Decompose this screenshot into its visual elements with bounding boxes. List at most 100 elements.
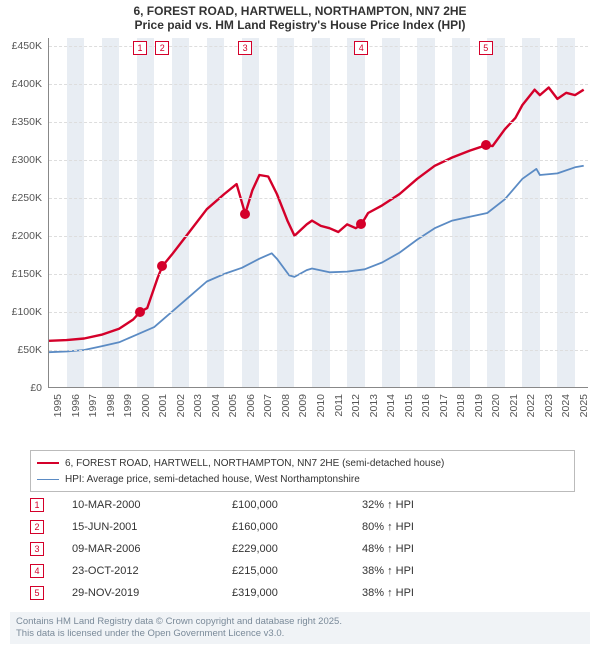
sales-row-marker: 4	[30, 564, 44, 578]
y-gridline	[49, 274, 588, 275]
y-tick-label: £150K	[0, 268, 42, 280]
sales-pct: 80% ↑ HPI	[362, 521, 462, 533]
legend-swatch-hpi	[37, 479, 59, 480]
y-tick-label: £350K	[0, 116, 42, 128]
y-tick-label: £200K	[0, 230, 42, 242]
sale-callout: 5	[479, 41, 493, 55]
line-layer	[49, 38, 589, 388]
x-tick-label: 1996	[70, 394, 82, 417]
sales-pct: 38% ↑ HPI	[362, 565, 462, 577]
legend-row-hpi: HPI: Average price, semi-detached house,…	[37, 471, 568, 487]
series-line-hpi	[49, 166, 584, 352]
y-tick-label: £250K	[0, 192, 42, 204]
sales-row-marker: 2	[30, 520, 44, 534]
sales-row-marker: 1	[30, 498, 44, 512]
title-line-1: 6, FOREST ROAD, HARTWELL, NORTHAMPTON, N…	[0, 4, 600, 18]
x-tick-label: 2004	[210, 394, 222, 417]
legend-label-hpi: HPI: Average price, semi-detached house,…	[65, 474, 360, 485]
x-tick-label: 2019	[473, 394, 485, 417]
sales-pct: 48% ↑ HPI	[362, 543, 462, 555]
sale-callout: 1	[133, 41, 147, 55]
sales-row: 5 29-NOV-2019£319,00038% ↑ HPI	[30, 582, 575, 604]
sales-price: £100,000	[232, 499, 362, 511]
x-tick-label: 2018	[455, 394, 467, 417]
y-gridline	[49, 198, 588, 199]
sales-date: 29-NOV-2019	[72, 587, 232, 599]
sales-table: 1 10-MAR-2000£100,00032% ↑ HPI 2 15-JUN-200…	[30, 494, 575, 604]
title-line-2: Price paid vs. HM Land Registry's House …	[0, 18, 600, 32]
x-tick-label: 2009	[297, 394, 309, 417]
x-tick-label: 2015	[403, 394, 415, 417]
y-gridline	[49, 236, 588, 237]
sales-price: £160,000	[232, 521, 362, 533]
sales-date: 10-MAR-2000	[72, 499, 232, 511]
sales-row-marker: 3	[30, 542, 44, 556]
x-tick-label: 2021	[508, 394, 520, 417]
sales-date: 15-JUN-2001	[72, 521, 232, 533]
x-tick-label: 2006	[245, 394, 257, 417]
x-tick-label: 2013	[368, 394, 380, 417]
x-tick-label: 2014	[385, 394, 397, 417]
sales-date: 09-MAR-2006	[72, 543, 232, 555]
x-tick-label: 1997	[87, 394, 99, 417]
sale-callout: 4	[354, 41, 368, 55]
sales-date: 23-OCT-2012	[72, 565, 232, 577]
x-tick-label: 2002	[175, 394, 187, 417]
x-tick-label: 2022	[525, 394, 537, 417]
sales-row: 4 23-OCT-2012£215,00038% ↑ HPI	[30, 560, 575, 582]
legend-label-property: 6, FOREST ROAD, HARTWELL, NORTHAMPTON, N…	[65, 458, 444, 469]
x-tick-label: 2008	[280, 394, 292, 417]
legend: 6, FOREST ROAD, HARTWELL, NORTHAMPTON, N…	[30, 450, 575, 492]
sale-marker	[157, 261, 167, 271]
title-block: 6, FOREST ROAD, HARTWELL, NORTHAMPTON, N…	[0, 0, 600, 34]
y-gridline	[49, 160, 588, 161]
chart-container: 6, FOREST ROAD, HARTWELL, NORTHAMPTON, N…	[0, 0, 600, 650]
x-tick-label: 2000	[140, 394, 152, 417]
sales-row: 309-MAR-2006£229,00048% ↑ HPI	[30, 538, 575, 560]
x-tick-label: 2020	[490, 394, 502, 417]
x-tick-label: 2016	[420, 394, 432, 417]
x-tick-label: 2005	[227, 394, 239, 417]
x-tick-label: 2024	[560, 394, 572, 417]
chart-area: 12345 £0£50K£100K£150K£200K£250K£300K£35…	[48, 38, 588, 408]
x-tick-label: 2007	[262, 394, 274, 417]
sale-callout: 3	[238, 41, 252, 55]
sales-price: £319,000	[232, 587, 362, 599]
sales-price: £215,000	[232, 565, 362, 577]
legend-swatch-property	[37, 462, 59, 464]
sales-row: 2 15-JUN-2001£160,00080% ↑ HPI	[30, 516, 575, 538]
sales-pct: 38% ↑ HPI	[362, 587, 462, 599]
y-tick-label: £300K	[0, 154, 42, 166]
x-tick-label: 2012	[350, 394, 362, 417]
x-tick-label: 2001	[157, 394, 169, 417]
x-tick-label: 2023	[543, 394, 555, 417]
y-tick-label: £450K	[0, 40, 42, 52]
series-line-property	[49, 88, 584, 341]
y-tick-label: £400K	[0, 78, 42, 90]
x-tick-label: 2025	[578, 394, 590, 417]
sale-marker	[240, 209, 250, 219]
sale-marker	[481, 140, 491, 150]
sale-marker	[356, 219, 366, 229]
x-tick-label: 2017	[438, 394, 450, 417]
x-tick-label: 2011	[333, 394, 345, 417]
y-gridline	[49, 122, 588, 123]
x-tick-label: 2010	[315, 394, 327, 417]
y-gridline	[49, 312, 588, 313]
y-gridline	[49, 46, 588, 47]
x-tick-label: 1998	[105, 394, 117, 417]
attribution-line-2: This data is licensed under the Open Gov…	[16, 628, 584, 640]
plot-region: 12 3 4 5	[48, 38, 588, 388]
sales-pct: 32% ↑ HPI	[362, 499, 462, 511]
sales-row: 1 10-MAR-2000£100,00032% ↑ HPI	[30, 494, 575, 516]
sale-marker	[135, 307, 145, 317]
attribution-line-1: Contains HM Land Registry data © Crown c…	[16, 616, 584, 628]
y-gridline	[49, 350, 588, 351]
y-tick-label: £50K	[0, 344, 42, 356]
sale-callout: 2	[155, 41, 169, 55]
sales-row-marker: 5	[30, 586, 44, 600]
legend-row-property: 6, FOREST ROAD, HARTWELL, NORTHAMPTON, N…	[37, 455, 568, 471]
attribution: Contains HM Land Registry data © Crown c…	[10, 612, 590, 644]
y-gridline	[49, 84, 588, 85]
x-tick-label: 2003	[192, 394, 204, 417]
